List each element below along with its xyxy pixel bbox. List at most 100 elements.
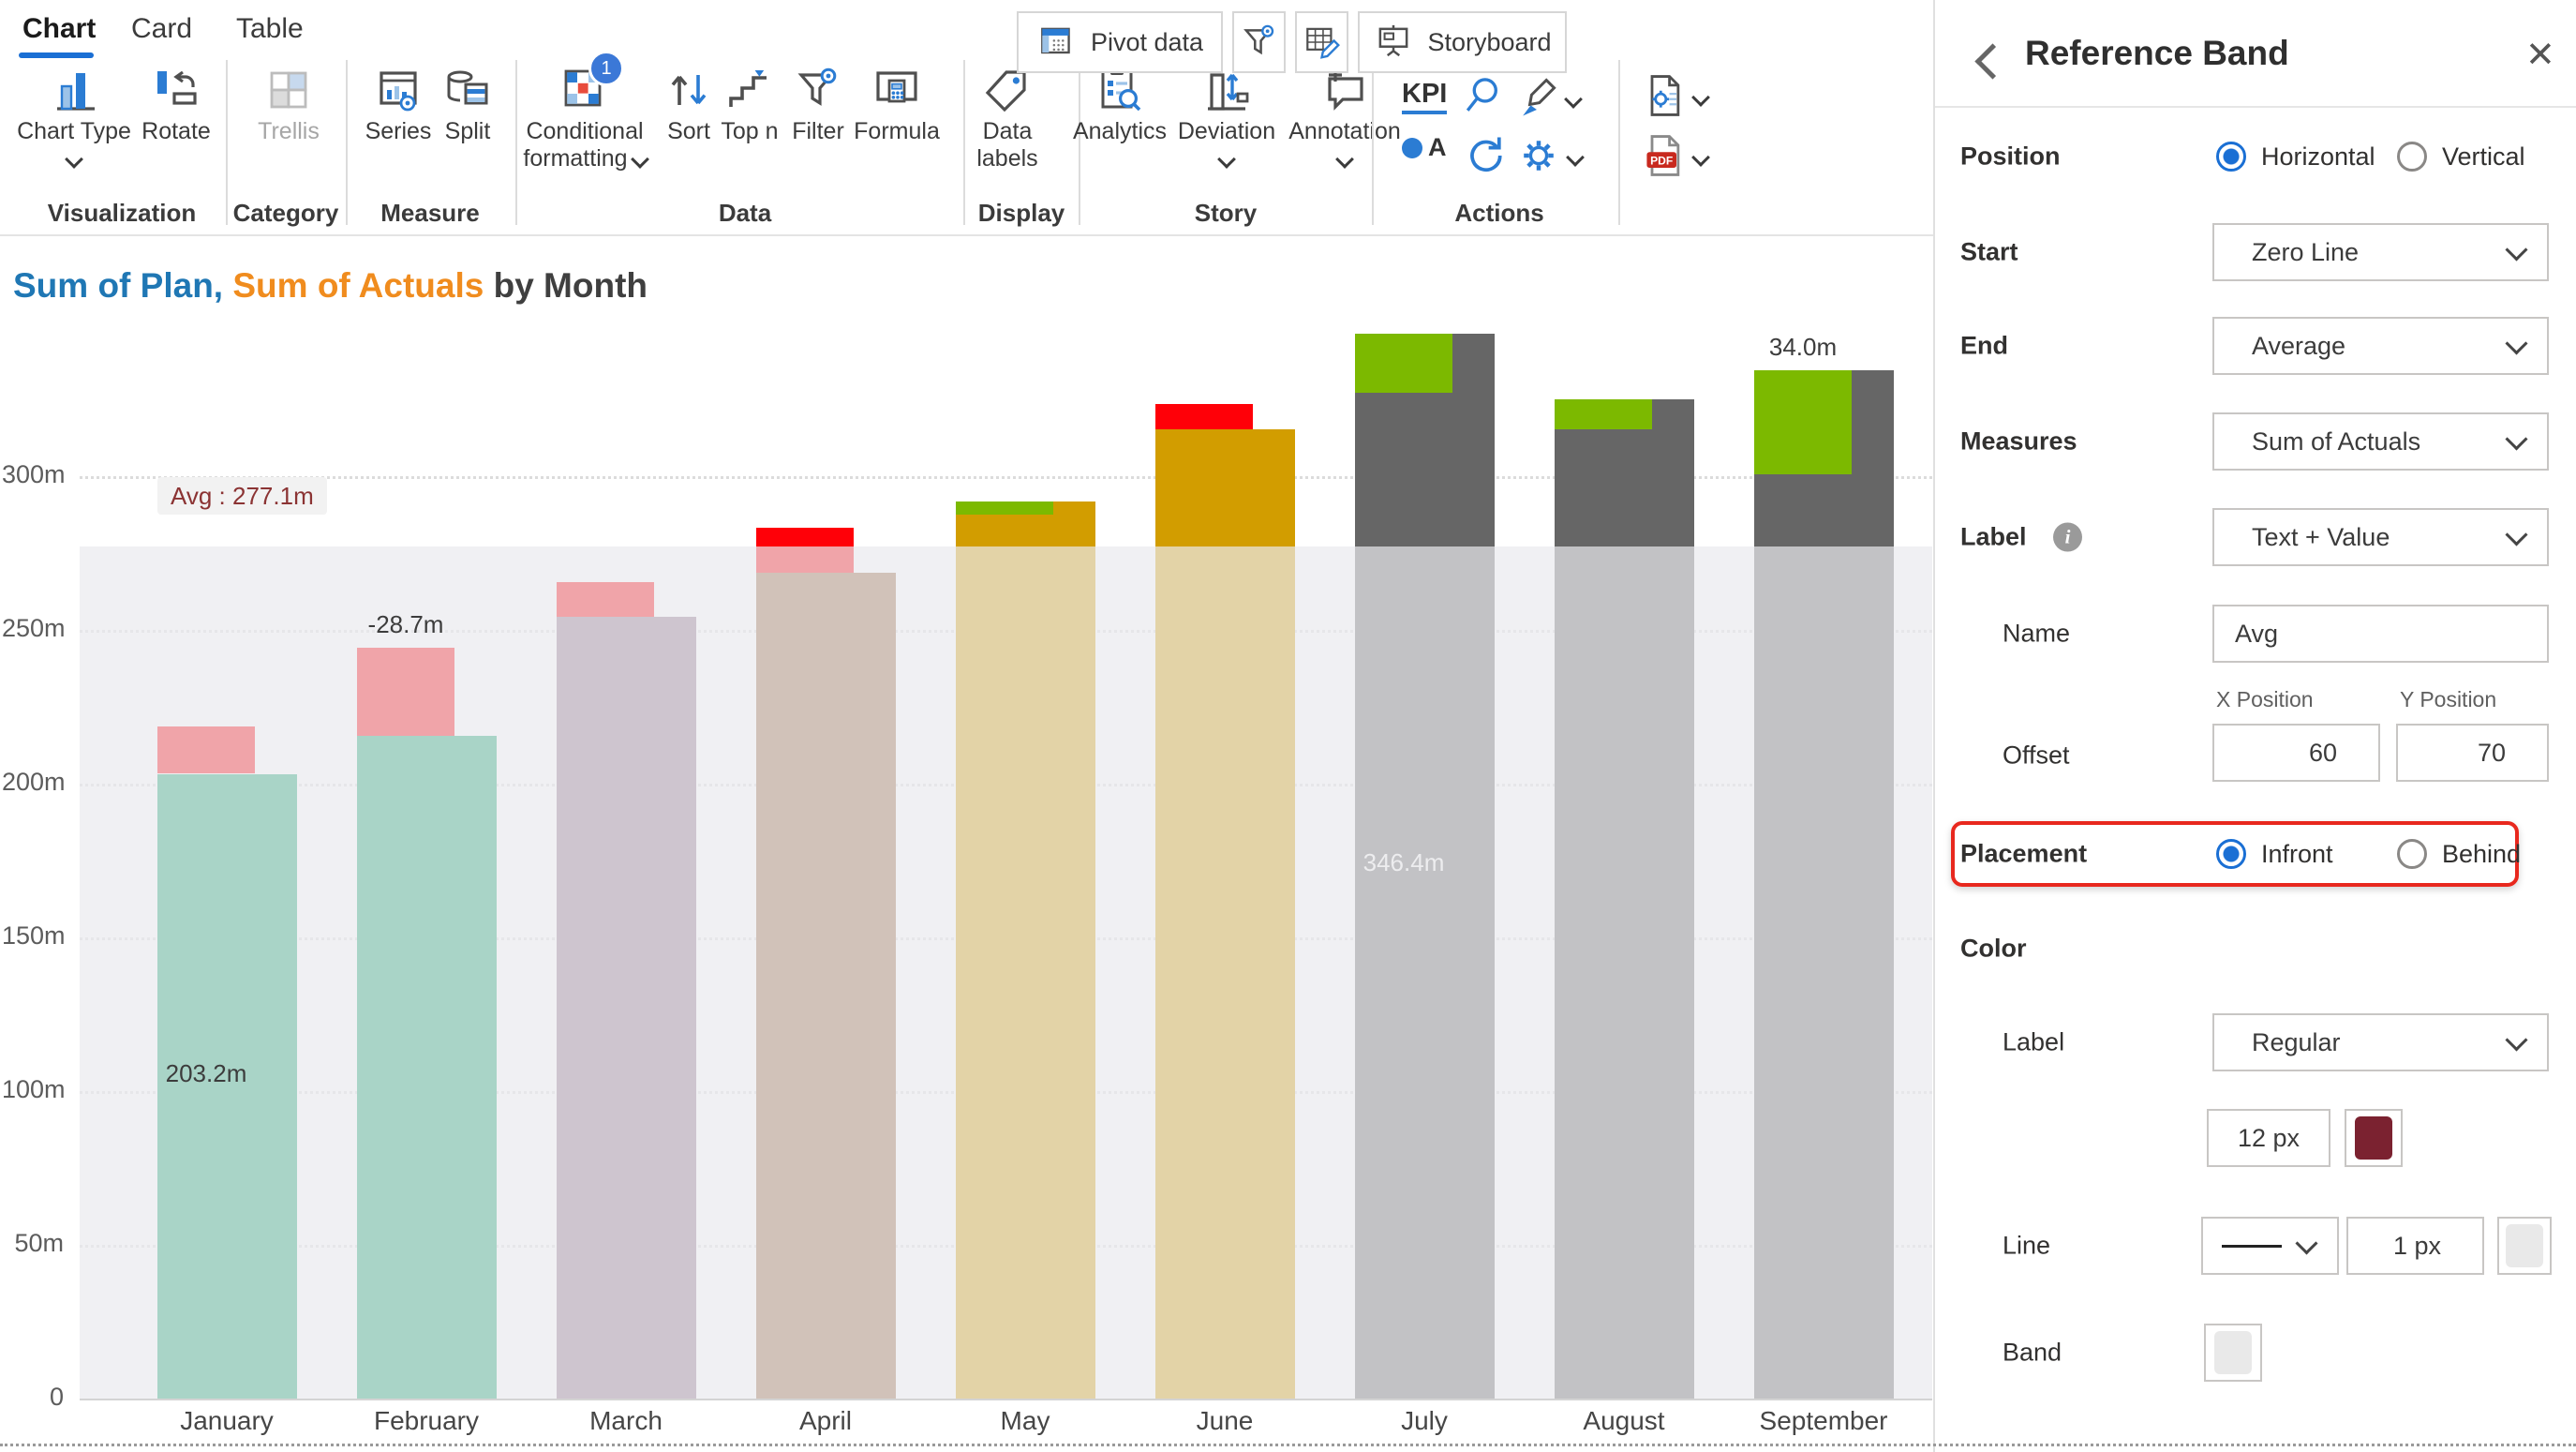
refresh-icon	[1460, 131, 1509, 180]
trellis-button: Trellis	[232, 62, 345, 145]
x-position-input[interactable]: 60	[2212, 724, 2380, 782]
data-label-july: 346.4m	[1329, 848, 1479, 877]
chevron-down-icon	[1217, 150, 1236, 169]
group-label-category: Category	[233, 199, 339, 228]
chart-canvas: Sum of Plan, Sum of Actuals by Month 300…	[0, 234, 1933, 1452]
radio-on-icon	[2216, 839, 2246, 869]
analytics-button[interactable]: Analytics	[1064, 62, 1176, 145]
quick-filter-button[interactable]	[1232, 11, 1286, 73]
pivot-data-icon	[1036, 22, 1078, 63]
group-label-display: Display	[978, 199, 1065, 228]
measures-label: Measures	[1960, 427, 2077, 457]
close-icon[interactable]: ✕	[2525, 34, 2555, 76]
active-tab-underline	[19, 52, 94, 58]
data-labels-button[interactable]: Data labels	[951, 62, 1064, 172]
kpi-button[interactable]: KPI	[1402, 79, 1447, 114]
x-axis-label-february: February	[327, 1406, 526, 1436]
dot-icon	[1402, 138, 1422, 158]
radio-off-icon	[2397, 142, 2427, 172]
annotation-button[interactable]: Annotation	[1288, 62, 1401, 166]
end-label: End	[1960, 332, 2008, 361]
selection-marquee	[0, 1444, 2576, 1446]
group-label-actions: Actions	[1454, 199, 1543, 228]
back-icon[interactable]	[1974, 43, 2010, 79]
name-input[interactable]: Avg	[2212, 605, 2549, 663]
storyboard-button[interactable]: Storyboard	[1358, 11, 1567, 73]
line-width-input[interactable]: 1 px	[2346, 1217, 2484, 1275]
export-pdf-button[interactable]: PDF	[1640, 131, 1707, 180]
reference-band-value-label: Avg : 277.1m	[157, 477, 327, 515]
variance-june	[1155, 404, 1253, 429]
info-icon[interactable]: i	[2053, 523, 2082, 552]
settings-button[interactable]	[1514, 131, 1582, 180]
radio-vertical[interactable]: Vertical	[2397, 142, 2525, 172]
color-section-label: Color	[1960, 935, 2027, 964]
radio-behind[interactable]: Behind	[2397, 839, 2521, 869]
tab-chart[interactable]: Chart	[22, 13, 96, 45]
tab-card[interactable]: Card	[131, 13, 192, 45]
data-label-january: 203.2m	[131, 1059, 281, 1088]
end-dropdown[interactable]: Average	[2212, 317, 2549, 375]
chevron-down-icon	[2505, 238, 2527, 261]
y-position-input[interactable]: 70	[2396, 724, 2549, 782]
tab-table[interactable]: Table	[236, 13, 304, 45]
gear-icon	[1514, 131, 1563, 180]
group-divider	[226, 60, 228, 225]
y-axis-label: 50m	[2, 1229, 64, 1258]
x-axis-label-august: August	[1525, 1406, 1723, 1436]
label-dropdown[interactable]: Text + Value	[2212, 508, 2549, 566]
radio-horizontal[interactable]: Horizontal	[2216, 142, 2375, 172]
x-axis-label-july: July	[1325, 1406, 1524, 1436]
font-size-input[interactable]: 12 px	[2207, 1109, 2330, 1167]
radio-infront[interactable]: Infront	[2216, 839, 2333, 869]
x-axis-label-may: May	[926, 1406, 1124, 1436]
y-axis-label: 200m	[2, 768, 64, 797]
reference-band-panel: Reference Band ✕ Position Horizontal Ver…	[1933, 0, 2576, 1452]
band-color-fill	[2214, 1331, 2252, 1374]
label-color-swatch[interactable]	[2345, 1109, 2403, 1167]
format-painter-button[interactable]	[1512, 73, 1580, 122]
line-color-swatch[interactable]	[2497, 1217, 2552, 1275]
storyboard-icon	[1373, 22, 1414, 63]
band-label: Band	[2003, 1339, 2062, 1368]
refresh-button[interactable]	[1460, 131, 1509, 180]
variance-july	[1355, 334, 1452, 393]
export-settings-button[interactable]	[1640, 71, 1707, 120]
deviation-button[interactable]: Deviation	[1170, 62, 1283, 166]
label-label: Label	[1960, 523, 2027, 552]
document-gear-icon	[1640, 71, 1689, 120]
variance-may	[956, 501, 1053, 515]
line-style-icon	[2222, 1245, 2282, 1248]
data-label-february: -28.7m	[331, 610, 481, 639]
chevron-down-icon	[1691, 148, 1710, 167]
kpi-icon: KPI	[1402, 79, 1447, 114]
zero-line	[80, 1399, 1932, 1400]
zebra-bi-chart-app: Chart Card Table Chart Type Rotate Trell…	[0, 0, 2576, 1452]
cf-badge: 1	[588, 51, 624, 86]
formula-button[interactable]: Formula	[841, 62, 953, 145]
label-style-button[interactable]: A	[1402, 133, 1447, 162]
group-divider	[1618, 60, 1620, 225]
x-axis-label-april: April	[726, 1406, 925, 1436]
chart-type-button[interactable]: Chart Type	[18, 62, 130, 166]
svg-text:PDF: PDF	[1650, 154, 1673, 167]
band-color-swatch[interactable]	[2204, 1324, 2262, 1382]
line-style-dropdown[interactable]	[2201, 1217, 2339, 1275]
x-axis-label-january: January	[127, 1406, 326, 1436]
chart-type-icon	[48, 62, 100, 118]
y-position-label: Y Position	[2400, 687, 2496, 712]
color-label-label: Label	[2003, 1028, 2064, 1057]
start-dropdown[interactable]: Zero Line	[2212, 223, 2549, 281]
trellis-icon	[262, 62, 315, 118]
panel-divider	[1935, 106, 2576, 108]
rotate-button[interactable]: Rotate	[120, 62, 232, 145]
placement-label: Placement	[1960, 840, 2087, 869]
edit-data-button[interactable]	[1295, 11, 1348, 73]
search-button[interactable]	[1458, 71, 1507, 120]
measures-dropdown[interactable]: Sum of Actuals	[2212, 412, 2549, 471]
name-label: Name	[2003, 620, 2070, 649]
pivot-data-button[interactable]: Pivot data	[1017, 11, 1223, 73]
y-axis-label: 100m	[2, 1075, 64, 1104]
group-divider	[1372, 60, 1374, 225]
label-style-dropdown[interactable]: Regular	[2212, 1013, 2549, 1071]
